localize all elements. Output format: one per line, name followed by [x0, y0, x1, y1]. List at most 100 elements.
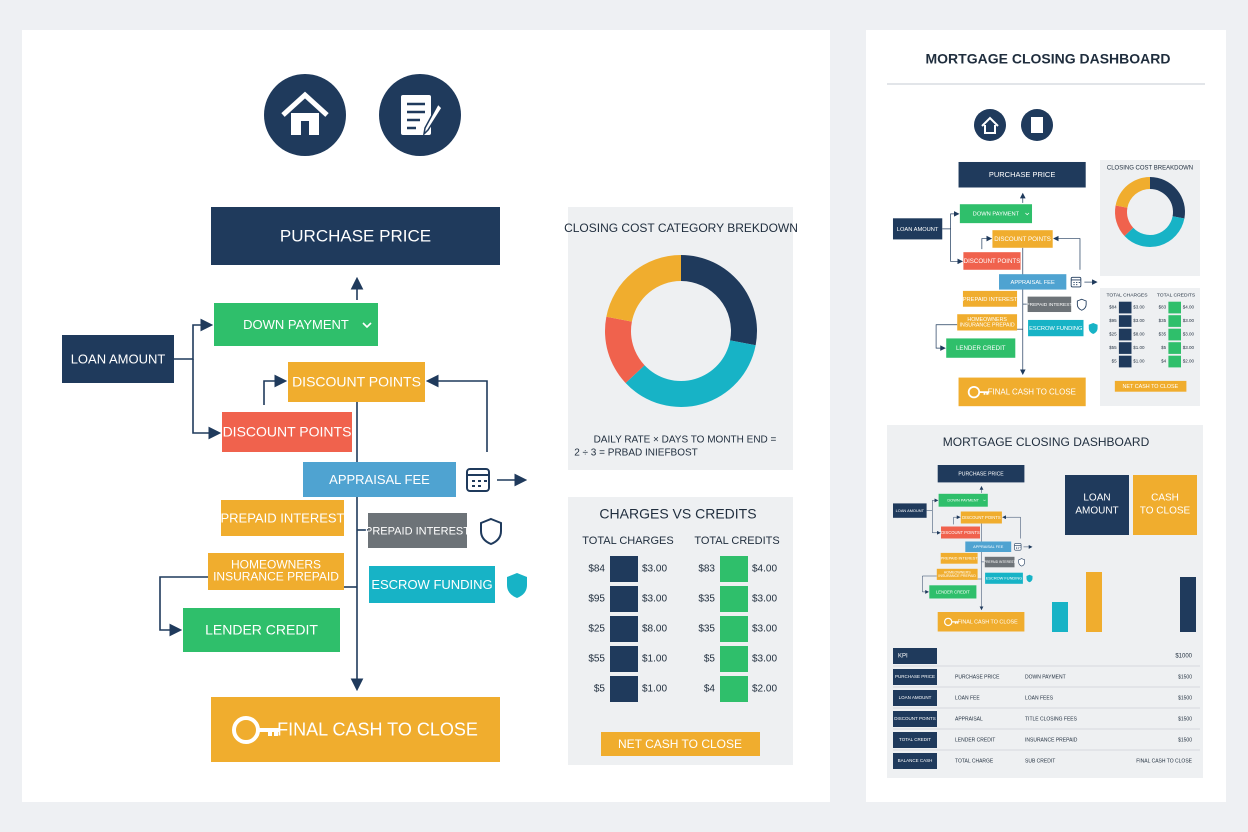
credit-bar	[720, 676, 748, 702]
charge-bar	[1118, 342, 1132, 354]
table-cell: TITLE CLOSING FEES	[1025, 716, 1078, 722]
charges-table: TOTAL CHARGES TOTAL CREDITS $84 $3.00 $83 $4.…	[1106, 292, 1196, 392]
key-icon	[967, 386, 989, 399]
dashboard2-title: MORTGAGE CLOSING DASHBOARD	[943, 435, 1150, 449]
credit-bar	[1168, 342, 1181, 354]
cell: $3.00	[1133, 318, 1145, 323]
connector	[950, 228, 964, 265]
cell: $4.00	[752, 564, 777, 575]
flow-node	[221, 500, 344, 536]
flow-node	[1028, 319, 1084, 337]
shield-icon	[1026, 574, 1033, 583]
table-cell: INSURANCE PREPAID	[1025, 737, 1078, 743]
connector	[1053, 235, 1081, 270]
charges-table: TOTAL CHARGES TOTAL CREDITS $84 $3.00 $83 $4.…	[582, 535, 780, 756]
cell: $35	[1159, 332, 1167, 337]
flow-node	[999, 274, 1067, 290]
cell: $95	[588, 594, 605, 605]
table-cell: $1500	[1178, 716, 1192, 722]
flow-node-label: LOAN AMOUNT	[71, 351, 166, 366]
flow-node-label: DOWN PAYMENT	[973, 212, 1020, 218]
flow-node	[938, 493, 988, 507]
shield-icon	[507, 573, 527, 598]
table-cell: $1500	[1178, 695, 1192, 701]
cell: $3.00	[1133, 305, 1145, 310]
table-cell: LOAN FEES	[1025, 695, 1054, 701]
shield-icon	[1088, 323, 1098, 335]
flow-node-label: HOMEOWNERS	[231, 558, 321, 572]
flow-diagram: PURCHASE PRICE LOAN AMOUNT DOWN PAYMENT DIS…	[892, 161, 1098, 407]
kpi-label: TO CLOSE	[1140, 506, 1191, 517]
connector	[942, 211, 960, 230]
charge-bar	[1118, 328, 1132, 341]
flow-node	[214, 303, 378, 346]
table-cell: $1500	[1178, 674, 1192, 680]
flow-node	[959, 204, 1033, 224]
cell: $8.00	[642, 624, 667, 635]
credit-bar	[720, 586, 748, 612]
flow-node	[222, 412, 352, 452]
flow-node-label: DISCOUNT POINTS	[994, 236, 1051, 243]
cell: $35	[698, 624, 715, 635]
credit-bar	[1168, 355, 1181, 368]
flow-node	[957, 314, 1018, 331]
charge-bar	[610, 676, 638, 702]
flow-node	[963, 252, 1021, 270]
flow-node-label: DISCOUNT POINTS	[964, 258, 1021, 265]
connector	[174, 318, 214, 360]
dashboard-title: MORTGAGE CLOSING DASHBOARD	[926, 51, 1171, 67]
flow-node-label: DISCOUNT POINTS	[941, 530, 980, 535]
cell: $3.00	[1183, 318, 1195, 323]
table-cell: FINAL CASH TO CLOSE	[1136, 758, 1192, 764]
cell: $3.00	[752, 624, 777, 635]
cell: $3.00	[642, 564, 667, 575]
table-cell: LENDER CREDIT	[955, 737, 995, 743]
flow-node	[929, 585, 977, 599]
connector	[922, 575, 937, 594]
flow-node-label: ESCROW FUNDING	[371, 577, 492, 592]
kpi-label: CASH	[1151, 493, 1179, 504]
flow-node	[368, 513, 467, 548]
flow-node	[992, 230, 1053, 248]
flow-node-label: PREPAID INTEREST	[963, 297, 1018, 303]
cell: $1.00	[1133, 359, 1145, 364]
donut-segment	[681, 255, 757, 346]
cell: $5	[1112, 359, 1118, 364]
chevron	[983, 499, 986, 502]
table-cell: BALANCE CASH	[898, 758, 933, 763]
flow-node	[958, 161, 1086, 188]
cell: $3.00	[752, 654, 777, 665]
home-icon-small	[974, 109, 1006, 141]
donut-segment	[625, 340, 756, 407]
cell: $3.00	[1183, 345, 1195, 350]
cell: $3.00	[752, 594, 777, 605]
flow-node	[303, 462, 456, 497]
flow-node-label: PURCHASE PRICE	[958, 471, 1004, 477]
flow-node-label: LENDER CREDIT	[936, 589, 970, 594]
cell: $84	[588, 564, 605, 575]
flow-node	[208, 553, 344, 590]
cell: $25	[588, 624, 605, 635]
cell: $5	[594, 684, 606, 695]
table-header: $1000	[1175, 654, 1192, 660]
table-cell: TOTAL CREDIT	[899, 737, 931, 742]
cell: $8.00	[1133, 332, 1145, 337]
cell: $1.00	[642, 654, 667, 665]
flow-node-label: DOWN PAYMENT	[947, 498, 979, 503]
flow-node	[960, 511, 1002, 524]
flow-node	[893, 503, 927, 518]
donut-segment	[1150, 177, 1185, 219]
flow-node-label: PREPAID INTEREST	[984, 560, 1015, 564]
table-cell: LOAN AMOUNT	[899, 695, 932, 700]
table-label-cell	[893, 753, 937, 769]
chevron	[362, 322, 372, 329]
column-header: TOTAL CREDITS	[1157, 292, 1196, 298]
cell: $35	[698, 594, 715, 605]
flow-diagram: PURCHASE PRICE LOAN AMOUNT DOWN PAYMENT DIS…	[62, 207, 528, 762]
charge-bar	[610, 586, 638, 612]
table-cell: LOAN FEE	[955, 695, 980, 701]
flow-node-label: HOMEOWNERS	[944, 571, 972, 575]
mini-donut-title: CLOSING COST BREAKDOWN	[1107, 166, 1193, 172]
connector	[1002, 515, 1021, 539]
cell: $4	[1161, 359, 1167, 364]
